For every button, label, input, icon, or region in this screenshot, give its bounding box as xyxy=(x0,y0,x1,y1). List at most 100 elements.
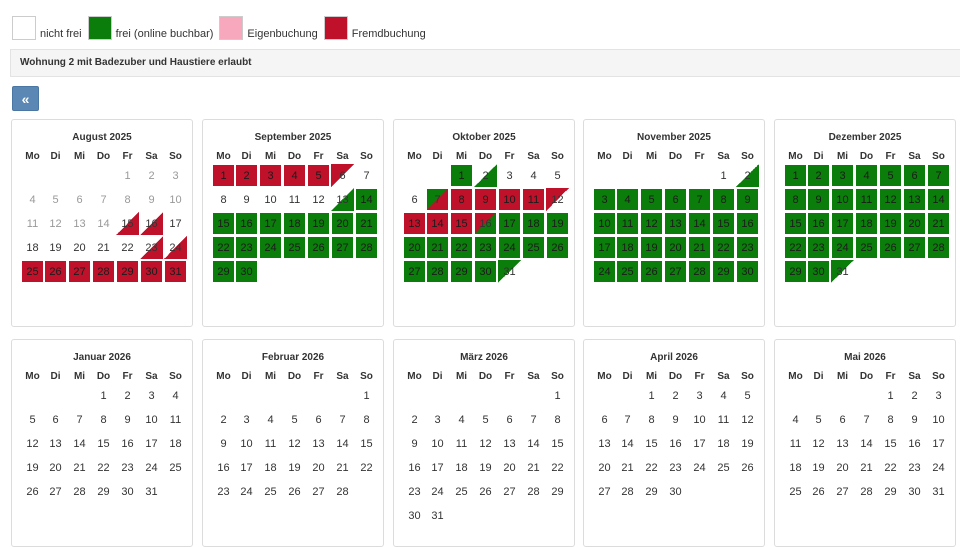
day-cell[interactable]: 27 xyxy=(903,236,926,259)
day-cell[interactable]: 22 xyxy=(450,236,473,259)
day-cell[interactable]: 19 xyxy=(640,236,663,259)
day-cell[interactable]: 24 xyxy=(259,236,282,259)
day-cell[interactable]: 4 xyxy=(855,164,878,187)
day-cell[interactable]: 5 xyxy=(640,188,663,211)
day-cell[interactable]: 26 xyxy=(307,236,330,259)
day-cell[interactable]: 28 xyxy=(355,236,378,259)
day-cell[interactable]: 18 xyxy=(855,212,878,235)
day-cell[interactable]: 7 xyxy=(688,188,711,211)
day-cell[interactable]: 17 xyxy=(498,212,521,235)
day-number: 24 xyxy=(932,461,945,474)
day-cell[interactable]: 17 xyxy=(831,212,854,235)
day-cell[interactable]: 3 xyxy=(831,164,854,187)
day-cell[interactable]: 2 xyxy=(807,164,830,187)
day-cell[interactable]: 24 xyxy=(831,236,854,259)
day-cell[interactable]: 10 xyxy=(831,188,854,211)
day-cell[interactable]: 29 xyxy=(712,260,735,283)
day-cell[interactable]: 13 xyxy=(331,188,354,211)
day-cell[interactable]: 20 xyxy=(903,212,926,235)
day-cell[interactable]: 18 xyxy=(616,236,639,259)
day-cell[interactable]: 15 xyxy=(212,212,235,235)
day-cell[interactable]: 12 xyxy=(879,188,902,211)
day-cell[interactable]: 20 xyxy=(664,236,687,259)
day-cell[interactable]: 9 xyxy=(736,188,759,211)
day-cell[interactable]: 8 xyxy=(784,188,807,211)
day-cell[interactable]: 21 xyxy=(426,236,449,259)
day-cell[interactable]: 11 xyxy=(855,188,878,211)
day-cell[interactable]: 6 xyxy=(903,164,926,187)
day-cell[interactable]: 15 xyxy=(712,212,735,235)
day-cell[interactable]: 25 xyxy=(522,236,545,259)
day-cell[interactable]: 23 xyxy=(235,236,258,259)
day-cell[interactable]: 24 xyxy=(593,260,616,283)
day-cell[interactable]: 8 xyxy=(712,188,735,211)
day-cell[interactable]: 25 xyxy=(855,236,878,259)
day-cell[interactable]: 21 xyxy=(927,212,950,235)
day-cell[interactable]: 31 xyxy=(498,260,521,283)
day-cell[interactable]: 19 xyxy=(879,212,902,235)
day-cell[interactable]: 7 xyxy=(426,188,449,211)
day-cell[interactable]: 22 xyxy=(212,236,235,259)
day-cell[interactable]: 13 xyxy=(903,188,926,211)
day-cell[interactable]: 26 xyxy=(546,236,569,259)
day-cell[interactable]: 29 xyxy=(450,260,473,283)
day-cell[interactable]: 1 xyxy=(784,164,807,187)
day-cell[interactable]: 26 xyxy=(640,260,663,283)
day-cell[interactable]: 16 xyxy=(474,212,497,235)
day-cell[interactable]: 16 xyxy=(807,212,830,235)
day-cell[interactable]: 29 xyxy=(212,260,235,283)
day-cell[interactable]: 29 xyxy=(784,260,807,283)
day-cell[interactable]: 30 xyxy=(474,260,497,283)
day-cell[interactable]: 25 xyxy=(283,236,306,259)
day-cell[interactable]: 16 xyxy=(736,212,759,235)
day-cell[interactable]: 22 xyxy=(784,236,807,259)
day-number: 27 xyxy=(669,265,682,278)
day-cell[interactable]: 9 xyxy=(807,188,830,211)
day-cell[interactable]: 1 xyxy=(450,164,473,187)
day-cell[interactable]: 20 xyxy=(331,212,354,235)
day-cell[interactable]: 14 xyxy=(688,212,711,235)
day-cell[interactable]: 27 xyxy=(403,260,426,283)
day-cell[interactable]: 30 xyxy=(807,260,830,283)
previous-months-button[interactable]: « xyxy=(12,86,39,111)
day-cell[interactable]: 2 xyxy=(474,164,497,187)
day-cell[interactable]: 28 xyxy=(688,260,711,283)
day-cell[interactable]: 25 xyxy=(616,260,639,283)
day-cell[interactable]: 5 xyxy=(879,164,902,187)
day-cell[interactable]: 14 xyxy=(927,188,950,211)
day-cell[interactable]: 18 xyxy=(522,212,545,235)
day-cell[interactable]: 14 xyxy=(355,188,378,211)
day-cell[interactable]: 27 xyxy=(331,236,354,259)
day-cell[interactable]: 31 xyxy=(831,260,854,283)
day-cell[interactable]: 7 xyxy=(927,164,950,187)
day-cell[interactable]: 24 xyxy=(498,236,521,259)
day-cell[interactable]: 23 xyxy=(807,236,830,259)
day-cell[interactable]: 22 xyxy=(712,236,735,259)
day-cell[interactable]: 19 xyxy=(307,212,330,235)
day-cell[interactable]: 12 xyxy=(640,212,663,235)
day-cell[interactable]: 19 xyxy=(546,212,569,235)
day-cell[interactable]: 15 xyxy=(784,212,807,235)
day-cell[interactable]: 17 xyxy=(593,236,616,259)
day-cell[interactable]: 3 xyxy=(593,188,616,211)
day-cell[interactable]: 4 xyxy=(616,188,639,211)
day-cell[interactable]: 17 xyxy=(259,212,282,235)
day-cell[interactable]: 10 xyxy=(593,212,616,235)
day-cell[interactable]: 13 xyxy=(664,212,687,235)
day-cell[interactable]: 23 xyxy=(474,236,497,259)
day-cell[interactable]: 23 xyxy=(736,236,759,259)
day-cell[interactable]: 21 xyxy=(355,212,378,235)
day-cell[interactable]: 28 xyxy=(927,236,950,259)
day-cell[interactable]: 26 xyxy=(879,236,902,259)
day-cell[interactable]: 11 xyxy=(616,212,639,235)
day-cell[interactable]: 30 xyxy=(736,260,759,283)
day-cell[interactable]: 28 xyxy=(426,260,449,283)
day-cell[interactable]: 18 xyxy=(283,212,306,235)
day-cell[interactable]: 27 xyxy=(664,260,687,283)
day-cell[interactable]: 21 xyxy=(688,236,711,259)
day-cell[interactable]: 16 xyxy=(235,212,258,235)
day-cell[interactable]: 20 xyxy=(403,236,426,259)
day-cell[interactable]: 6 xyxy=(664,188,687,211)
day-cell[interactable]: 2 xyxy=(736,164,759,187)
day-cell[interactable]: 30 xyxy=(235,260,258,283)
